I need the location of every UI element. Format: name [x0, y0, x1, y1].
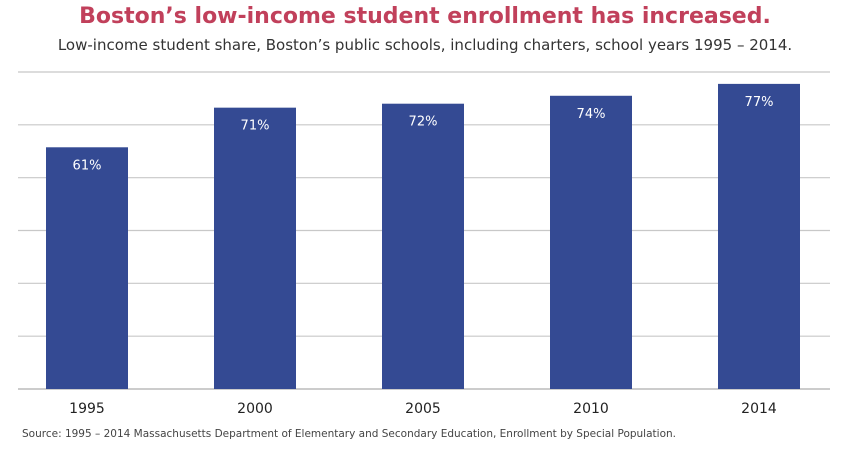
x-tick-label-2014: 2014	[741, 401, 777, 417]
x-tick-label-2010: 2010	[573, 401, 609, 417]
bar-2000	[214, 107, 296, 389]
source-note: Source: 1995 – 2014 Massachusetts Depart…	[22, 428, 676, 440]
x-tick-label-2005: 2005	[405, 401, 441, 417]
data-label-2005: 72%	[409, 115, 438, 130]
data-label-2000: 71%	[241, 119, 270, 134]
data-label-2014: 77%	[745, 95, 774, 110]
data-label-2010: 74%	[577, 107, 606, 122]
chart-subtitle: Low-income student share, Boston’s publi…	[57, 36, 793, 54]
x-tick-label-1995: 1995	[69, 401, 105, 417]
bar-2005	[382, 103, 464, 389]
data-label-1995: 61%	[73, 158, 102, 173]
bar-2010	[550, 95, 632, 390]
bar-1995	[46, 147, 128, 389]
x-tick-label-2000: 2000	[237, 401, 273, 417]
chart-title: Boston’s low-income student enrollment h…	[79, 4, 771, 29]
bar-2014	[718, 83, 800, 389]
